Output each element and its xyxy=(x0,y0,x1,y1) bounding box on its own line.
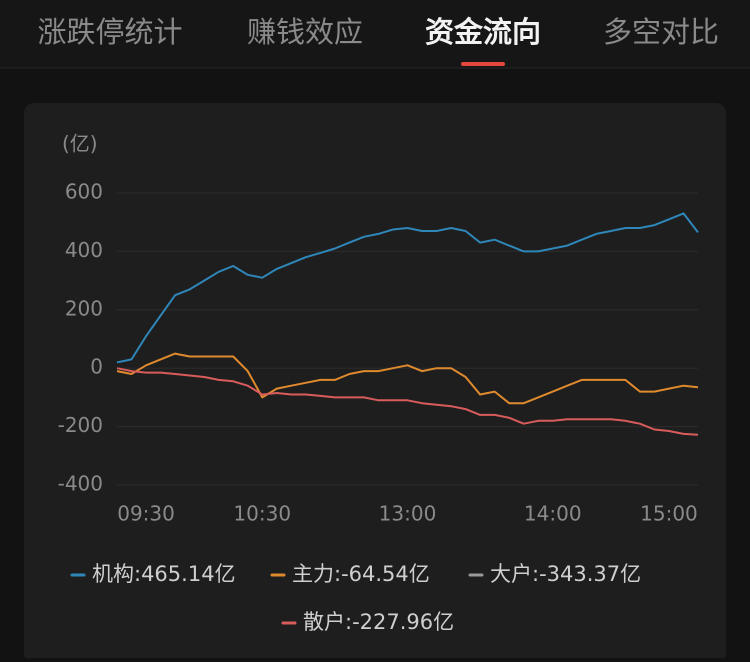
chart-card xyxy=(24,103,726,662)
tab-bar xyxy=(0,0,750,68)
y-tick-label: 600 xyxy=(65,180,103,204)
y-tick-label: -400 xyxy=(58,472,103,496)
tab-indicator xyxy=(461,62,505,66)
y-tick-label: -200 xyxy=(58,413,103,437)
x-tick-label: 10:30 xyxy=(233,502,291,526)
y-tick-label: 0 xyxy=(90,355,103,379)
y-tick-label: 400 xyxy=(65,238,103,262)
tab[interactable]: 涨跌停统计 xyxy=(37,15,182,49)
legend-label[interactable]: 机构:465.14亿 xyxy=(92,562,236,586)
x-tick-label: 14:00 xyxy=(524,502,582,526)
series-line xyxy=(116,352,699,405)
x-tick-label: 15:00 xyxy=(640,502,698,526)
x-tick-label: 09:30 xyxy=(117,502,175,526)
series-line xyxy=(116,212,699,364)
y-axis-label: (亿) xyxy=(62,132,98,156)
x-tick-label: 13:00 xyxy=(379,502,437,526)
legend-label[interactable]: 大户:-343.37亿 xyxy=(490,562,641,586)
tab[interactable]: 赚钱效应 xyxy=(247,15,363,49)
legend-label[interactable]: 散户:-227.96亿 xyxy=(303,610,454,634)
legend-label[interactable]: 主力:-64.54亿 xyxy=(292,562,430,586)
tab[interactable]: 多空对比 xyxy=(603,15,719,49)
tab[interactable]: 资金流向 xyxy=(425,15,541,49)
series-line xyxy=(116,367,699,436)
y-tick-label: 200 xyxy=(65,296,103,320)
